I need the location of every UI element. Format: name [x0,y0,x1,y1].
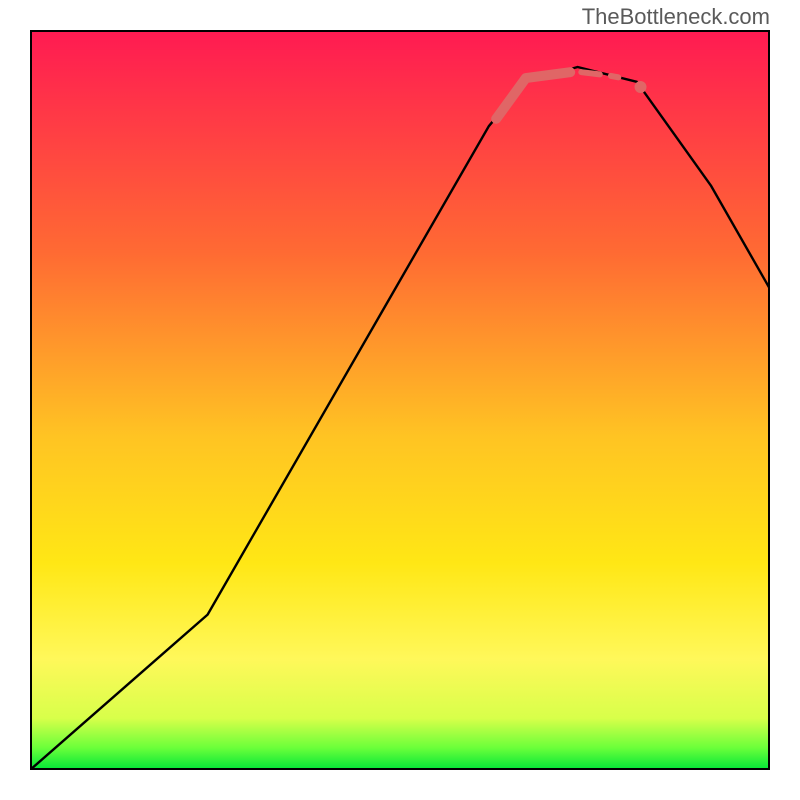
valley-dash-0 [581,72,600,74]
valley-dash-1 [611,76,618,77]
valley-end-dot [635,81,647,93]
watermark-text: TheBottleneck.com [582,4,770,30]
bottleneck-curve [30,67,770,770]
valley-thick-segment [496,72,570,119]
curve-layer [30,30,770,770]
chart-stage: TheBottleneck.com [0,0,800,800]
plot-area [30,30,770,770]
